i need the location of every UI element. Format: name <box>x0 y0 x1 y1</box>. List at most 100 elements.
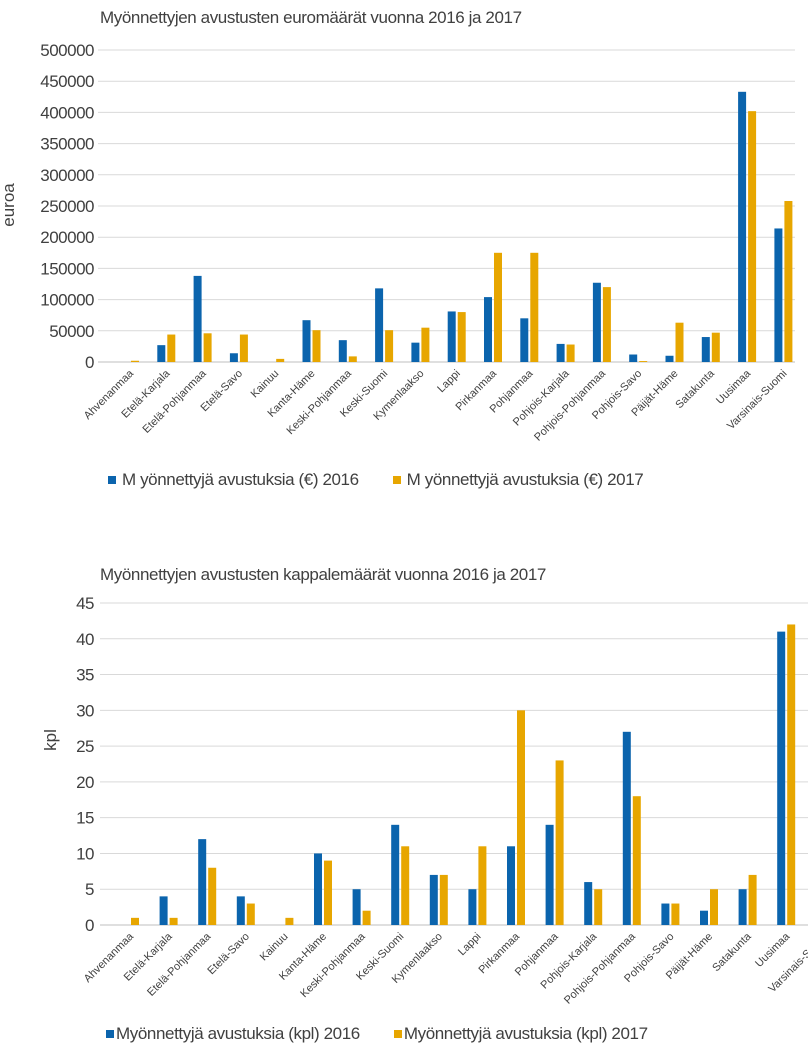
euro-plot-area: 0 50000 100000 150000 200000 250000 300000 3500… <box>0 41 795 444</box>
bar-2017 <box>530 252 539 362</box>
bar-2017 <box>439 874 448 925</box>
legend: Myönnettyjä avustuksia (kpl) 2016 Myönne… <box>106 1024 648 1044</box>
y-tick-label: 100000 <box>40 291 94 310</box>
bar-2016 <box>556 343 565 362</box>
count-plot-area: 051015202530354045kplAhvenanmaaEtelä-Kar… <box>41 594 808 1007</box>
bar-2017 <box>748 874 757 925</box>
bar-2017 <box>246 903 255 925</box>
bar-2016 <box>777 631 786 925</box>
y-tick-label: 0 <box>85 353 94 372</box>
legend-swatch-2016 <box>108 476 116 484</box>
legend-item-2016: Myönnettyjä avustuksia (kpl) 2016 <box>106 1024 360 1044</box>
y-tick-label: 300000 <box>40 166 94 185</box>
bar-2016 <box>484 297 492 362</box>
y-tick-label: 45 <box>76 594 94 613</box>
bar-2017 <box>639 361 648 362</box>
x-tick-label: Lappi <box>456 931 484 959</box>
bar-2016 <box>468 889 477 925</box>
bar-2017 <box>131 917 139 925</box>
bar-2017 <box>671 903 680 925</box>
bar-2017 <box>167 334 176 362</box>
bar-2017 <box>208 867 217 925</box>
bar-2017 <box>401 846 410 925</box>
y-tick-label: 50000 <box>49 322 94 341</box>
bar-2017 <box>517 710 525 925</box>
y-tick-label: 350000 <box>40 135 94 154</box>
bar-2017 <box>276 358 285 362</box>
bar-2017 <box>239 334 248 362</box>
legend: M yönnettyjä avustuksia (€) 2016 M yönne… <box>108 470 644 490</box>
bar-2016 <box>229 353 238 362</box>
bar-2016 <box>661 903 670 925</box>
y-tick-label: 250000 <box>40 197 94 216</box>
y-axis-label: kpl <box>41 729 60 751</box>
legend-item-2017: M yönnettyjä avustuksia (€) 2017 <box>392 470 644 490</box>
y-tick-label: 5 <box>85 880 94 899</box>
legend-label-2016: M yönnettyjä avustuksia (€) 2016 <box>122 470 359 489</box>
bar-2017 <box>385 330 394 362</box>
chart-title: Myönnettyjen avustusten kappalemäärät vu… <box>100 565 546 584</box>
bar-2017 <box>285 917 294 925</box>
x-tick-label: Satakunta <box>673 367 717 411</box>
y-tick-label: 25 <box>76 737 94 756</box>
bar-2017 <box>787 624 796 925</box>
legend-swatch-2017 <box>392 476 401 484</box>
y-axis-label: euroa <box>0 183 18 227</box>
x-tick-label: Uusimaa <box>753 930 793 970</box>
y-tick-label: 30 <box>76 701 94 720</box>
bar-2017 <box>711 332 720 362</box>
bar-2016 <box>157 345 166 362</box>
bar-2016 <box>236 896 245 925</box>
y-tick-label: 0 <box>85 916 94 935</box>
bar-2016 <box>738 889 747 925</box>
legend-item-2017: Myönnettyjä avustuksia (kpl) 2017 <box>393 1024 648 1044</box>
legend-label-2017: Myönnettyjä avustuksia (kpl) 2017 <box>403 1024 648 1043</box>
euro-chart: Myönnettyjen avustusten euromäärät vuonn… <box>0 0 808 510</box>
bar-2016 <box>352 889 361 925</box>
x-tick-label: Kainuu <box>249 368 282 401</box>
bar-2017 <box>362 910 371 925</box>
bar-2016 <box>429 874 438 925</box>
y-tick-label: 20 <box>76 773 94 792</box>
bar-2016 <box>302 320 311 362</box>
x-tick-label: Lappi <box>435 368 463 396</box>
legend-label-2016: Myönnettyjä avustuksia (kpl) 2016 <box>116 1024 360 1043</box>
bar-2017 <box>324 860 332 925</box>
legend-item-2016: M yönnettyjä avustuksia (€) 2016 <box>108 470 359 490</box>
bar-2016 <box>545 824 554 925</box>
y-tick-label: 450000 <box>40 72 94 91</box>
bar-2017 <box>784 201 793 362</box>
bar-2016 <box>584 882 593 925</box>
bar-2016 <box>447 311 456 362</box>
bar-2017 <box>494 252 502 362</box>
x-tick-label: Pohjois-Pohjanmaa <box>562 930 639 1007</box>
bar-2016 <box>738 91 747 363</box>
y-tick-label: 35 <box>76 666 94 685</box>
bar-2017 <box>348 356 357 362</box>
x-tick-label: Etelä-Savo <box>205 931 252 978</box>
bar-2016 <box>520 318 529 362</box>
bar-2017 <box>203 333 212 362</box>
bar-2016 <box>629 354 638 362</box>
bar-2016 <box>411 342 420 362</box>
bar-2016 <box>774 228 783 362</box>
bar-2017 <box>555 760 564 925</box>
bar-2017 <box>632 796 641 925</box>
bar-2016 <box>314 853 322 925</box>
bar-2017 <box>457 312 466 362</box>
bar-2017 <box>675 322 684 362</box>
bar-2016 <box>391 824 400 925</box>
bar-2016 <box>700 910 708 925</box>
bar-2016 <box>507 846 515 925</box>
bar-2016 <box>338 340 347 362</box>
bar-2017 <box>131 360 139 362</box>
y-tick-label: 15 <box>76 809 94 828</box>
bar-2017 <box>312 330 321 362</box>
bar-2016 <box>622 731 631 925</box>
bar-2017 <box>566 344 575 362</box>
bar-2016 <box>193 275 202 362</box>
bar-2016 <box>592 282 601 362</box>
bar-2017 <box>421 327 430 362</box>
legend-swatch-2016 <box>106 1030 114 1038</box>
x-tick-label: Satakunta <box>710 930 754 974</box>
